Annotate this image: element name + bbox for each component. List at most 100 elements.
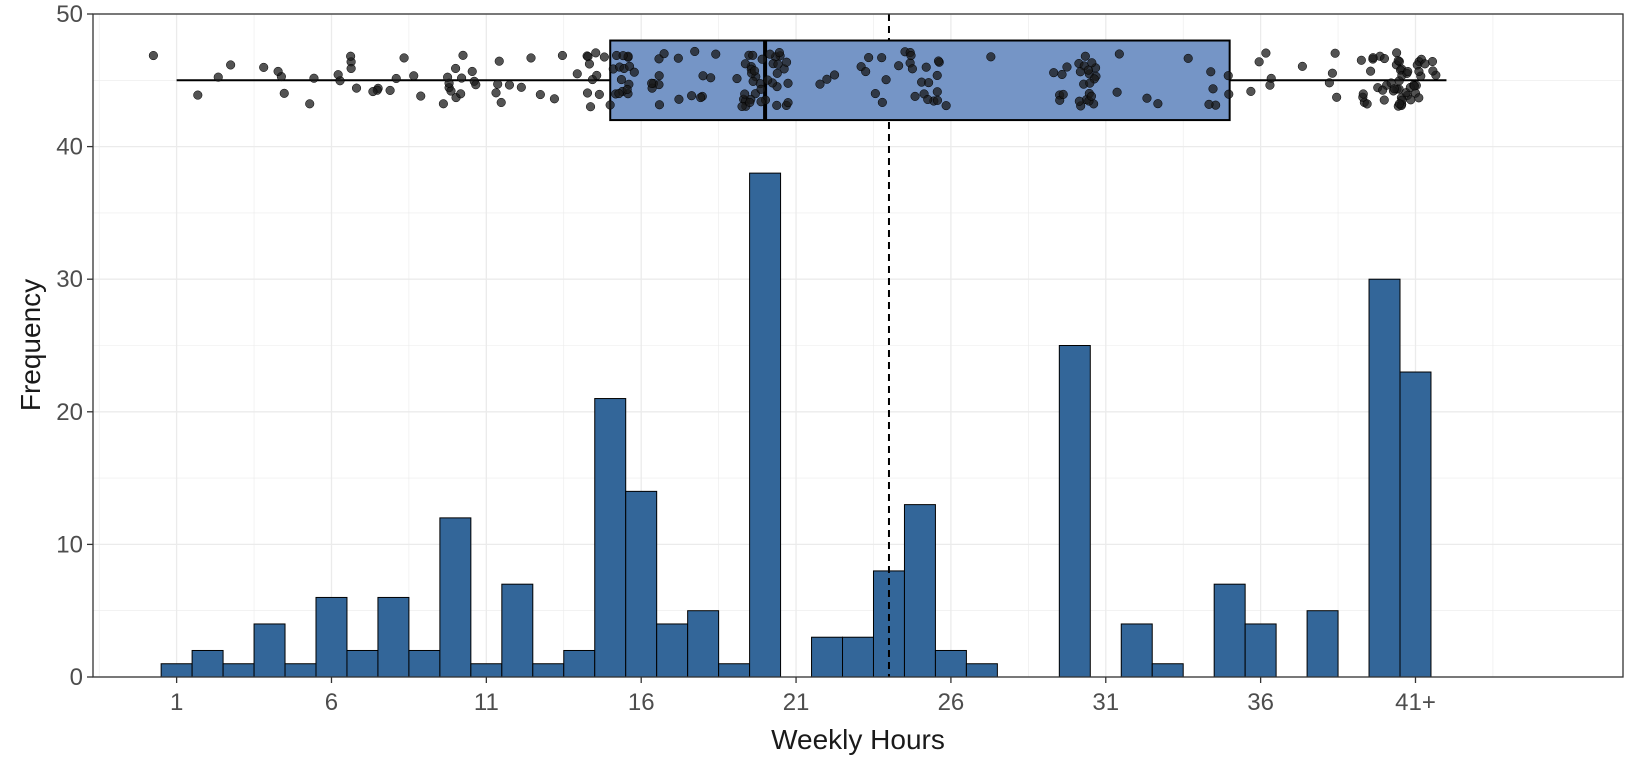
histogram-bar bbox=[718, 663, 751, 678]
jitter-point bbox=[1261, 48, 1271, 58]
jitter-point bbox=[582, 88, 593, 98]
jitter-point bbox=[757, 54, 767, 64]
jitter-point bbox=[877, 97, 887, 107]
jitter-point bbox=[941, 101, 951, 111]
jitter-point bbox=[557, 50, 567, 61]
jitter-point bbox=[399, 53, 409, 63]
x-tick-label: 31 bbox=[1092, 689, 1119, 716]
jitter-point bbox=[614, 89, 624, 99]
jitter-point bbox=[932, 95, 943, 105]
jitter-point bbox=[1058, 89, 1068, 99]
jitter-point bbox=[737, 101, 747, 112]
histogram-bar bbox=[284, 663, 317, 678]
jitter-point bbox=[864, 53, 874, 63]
jitter-point bbox=[259, 62, 269, 72]
boxplot bbox=[176, 39, 1447, 122]
histogram-bar bbox=[625, 490, 658, 678]
jitter-point bbox=[1153, 99, 1163, 109]
jitter-point bbox=[1392, 48, 1402, 58]
jitter-point bbox=[305, 99, 315, 109]
histogram-bars bbox=[160, 172, 1432, 678]
jitter-point bbox=[351, 83, 362, 93]
histogram-bar bbox=[1213, 583, 1246, 678]
jitter-point bbox=[756, 84, 766, 94]
jitter-point bbox=[591, 48, 601, 58]
jitter-point bbox=[622, 84, 632, 95]
jitter-point bbox=[467, 66, 477, 76]
jitter-point bbox=[1403, 66, 1413, 77]
jitter-point bbox=[1224, 89, 1234, 99]
jitter-point bbox=[572, 69, 582, 79]
jitter-point bbox=[1332, 92, 1342, 102]
jitter-point bbox=[1112, 87, 1122, 97]
jitter-point bbox=[1366, 66, 1376, 76]
histogram-bar bbox=[253, 623, 286, 678]
jitter-point bbox=[446, 86, 456, 96]
jitter-point bbox=[647, 78, 657, 88]
jitter-point bbox=[616, 75, 626, 85]
x-tick-label: 26 bbox=[938, 689, 965, 716]
jitter-point bbox=[1246, 86, 1256, 96]
x-tick-label: 36 bbox=[1247, 689, 1274, 716]
histogram-bar bbox=[903, 504, 936, 678]
histogram-bar bbox=[191, 649, 224, 678]
histogram-bar bbox=[1399, 371, 1432, 678]
jitter-point bbox=[1083, 65, 1093, 75]
jitter-point bbox=[494, 56, 504, 66]
jitter-point bbox=[1254, 57, 1264, 67]
jitter-point bbox=[624, 61, 635, 71]
jitter-point bbox=[690, 46, 700, 57]
jitter-point bbox=[1393, 56, 1403, 66]
jitter-point bbox=[535, 90, 545, 100]
jitter-point bbox=[1075, 67, 1085, 77]
jitter-point bbox=[1420, 59, 1430, 69]
jitter-point bbox=[687, 91, 697, 101]
jitter-point bbox=[409, 71, 419, 81]
jitter-point bbox=[1080, 51, 1090, 61]
y-axis-title: Frequency bbox=[15, 279, 46, 411]
jitter-point bbox=[1327, 68, 1337, 78]
jitter-point bbox=[706, 73, 716, 83]
jitter-point bbox=[438, 99, 448, 109]
jitter-point bbox=[1379, 95, 1389, 105]
jitter-point bbox=[549, 94, 559, 104]
jitter-point bbox=[618, 51, 628, 61]
jitter-point bbox=[910, 91, 920, 101]
jitter-point bbox=[584, 59, 594, 69]
jitter-point bbox=[279, 88, 289, 98]
jitter-point bbox=[471, 80, 481, 90]
jitter-point bbox=[894, 61, 904, 71]
histogram-bar bbox=[749, 172, 782, 678]
jitter-point bbox=[416, 91, 426, 101]
jitter-point bbox=[933, 56, 944, 66]
histogram-bar bbox=[377, 596, 410, 678]
jitter-point bbox=[763, 75, 773, 85]
jitter-point bbox=[148, 50, 158, 61]
jitter-point bbox=[1394, 99, 1405, 109]
jitter-point bbox=[921, 62, 931, 72]
jitter-point bbox=[673, 53, 683, 63]
x-tick-label: 16 bbox=[628, 689, 655, 716]
jitter-point bbox=[599, 52, 609, 62]
jitter-point bbox=[1049, 68, 1059, 78]
x-tick-label: 1 bbox=[170, 689, 183, 716]
jitter-point bbox=[1362, 99, 1372, 109]
jitter-point bbox=[881, 75, 891, 85]
histogram-bar bbox=[160, 663, 193, 678]
histogram-bar bbox=[532, 663, 565, 678]
jitter-point bbox=[756, 97, 766, 107]
jitter-point bbox=[458, 50, 468, 60]
y-tick-label: 50 bbox=[56, 1, 83, 28]
jitter-point bbox=[1223, 71, 1233, 81]
jitter-point bbox=[1409, 81, 1419, 91]
jitter-point bbox=[749, 66, 760, 76]
jitter-point bbox=[585, 102, 596, 112]
histogram-bar bbox=[656, 623, 689, 678]
jitter-point bbox=[765, 49, 775, 59]
jitter-point bbox=[1204, 99, 1214, 109]
histogram-bar bbox=[222, 663, 255, 678]
histogram-bar bbox=[346, 649, 379, 678]
histogram-bar bbox=[470, 663, 503, 678]
jitter-point bbox=[496, 97, 506, 108]
